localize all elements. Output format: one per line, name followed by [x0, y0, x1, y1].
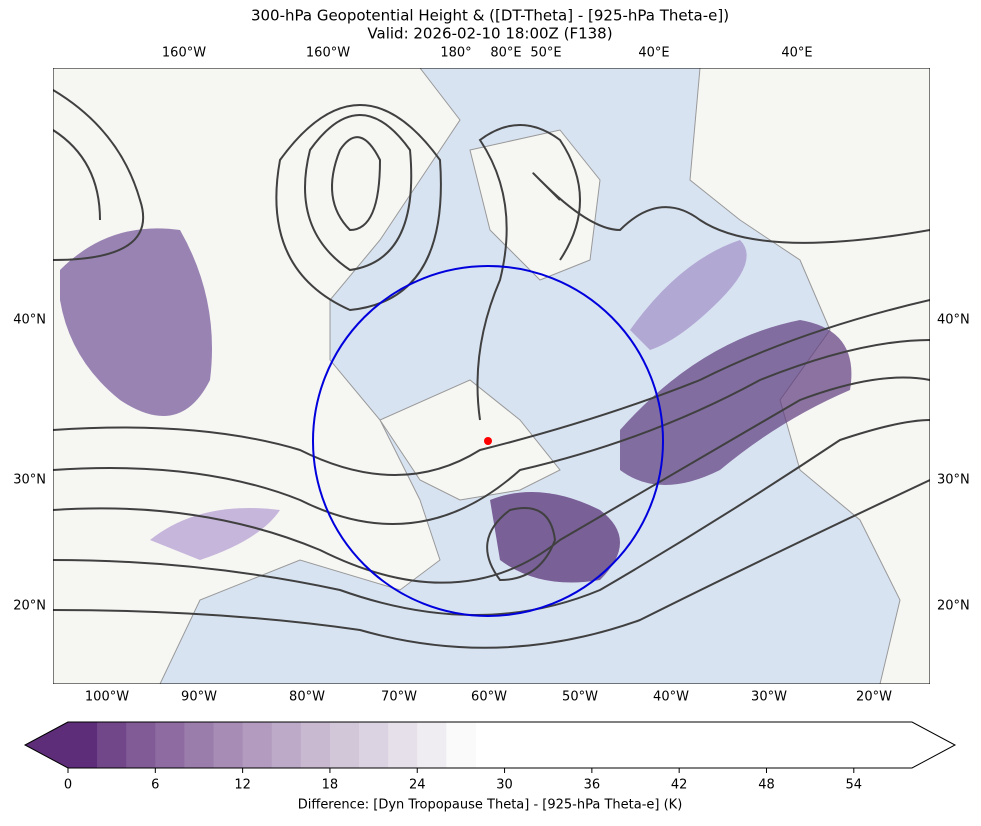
- bottom-lon-label: 40°W: [653, 690, 689, 705]
- colorbar-outline: [23, 721, 957, 769]
- colorbar-step: [329, 722, 360, 768]
- top-lon-label: 160°W: [162, 46, 206, 61]
- shading: [60, 228, 212, 416]
- colorbar-step: [271, 722, 302, 768]
- title: 300-hPa Geopotential Height & ([DT-Theta…: [251, 7, 729, 25]
- bottom-lon-label: 90°W: [181, 690, 217, 705]
- colorbar-extend-low: [25, 722, 68, 768]
- bottom-lon-label: 100°W: [85, 690, 129, 705]
- land: [53, 68, 461, 684]
- colorbar-tick-label: 48: [758, 778, 775, 793]
- left-lat-label: 40°N: [13, 313, 46, 328]
- left-lat-label: 30°N: [13, 473, 46, 488]
- bottom-lon-label: 80°W: [289, 690, 325, 705]
- colorbar-step: [300, 722, 331, 768]
- left-lat-label: 20°N: [13, 599, 46, 614]
- top-lon-label: 180°: [440, 46, 471, 61]
- top-lon-label: 80°E: [490, 46, 521, 61]
- colorbar-tick-label: 18: [322, 778, 339, 793]
- colorbar-step: [213, 722, 244, 768]
- shading: [150, 508, 280, 560]
- top-lon-label: 40°E: [781, 46, 812, 61]
- center-point: [484, 437, 492, 445]
- colorbar-tick-label: 42: [671, 778, 688, 793]
- radius-circle: [312, 265, 664, 617]
- colorbar-tick-label: 24: [409, 778, 426, 793]
- colorbar-tick-label: 0: [64, 778, 72, 793]
- right-lat-label: 30°N: [937, 473, 970, 488]
- bottom-lon-label: 50°W: [562, 690, 598, 705]
- colorbar-step: [388, 722, 418, 768]
- shading: [630, 240, 747, 350]
- colorbar-tick-label: 12: [234, 778, 251, 793]
- colorbar-step: [359, 722, 389, 768]
- colorbar-step: [184, 722, 215, 768]
- map: [53, 68, 930, 684]
- colorbar-step: [97, 722, 127, 768]
- land: [469, 129, 601, 281]
- right-lat-label: 20°N: [937, 599, 970, 614]
- height-contours: [53, 89, 930, 649]
- colorbar-tick-label: 36: [584, 778, 601, 793]
- right-lat-label: 40°N: [937, 313, 970, 328]
- colorbar-step: [155, 722, 185, 768]
- top-lon-label: 50°E: [530, 46, 561, 61]
- shading: [620, 320, 852, 485]
- bottom-lon-label: 60°W: [471, 690, 507, 705]
- bottom-lon-label: 20°W: [856, 690, 892, 705]
- colorbar-tick-label: 54: [846, 778, 863, 793]
- bottom-lon-label: 70°W: [381, 690, 417, 705]
- colorbar-tick-label: 6: [151, 778, 159, 793]
- colorbar-step: [446, 722, 476, 768]
- colorbar-step: [417, 722, 447, 768]
- colorbar-step: [126, 722, 156, 768]
- top-lon-label: 40°E: [638, 46, 669, 61]
- colorbar-step: [242, 722, 273, 768]
- top-lon-label: 160°W: [306, 46, 350, 61]
- bottom-lon-label: 30°W: [751, 690, 787, 705]
- colorbar-step: [68, 722, 98, 768]
- colorbar-label: Difference: [Dyn Tropopause Theta] - [92…: [298, 798, 683, 813]
- colorbar: 0 6 12 18 24 30 36 42 48 54: [23, 721, 957, 793]
- colorbar-tick-label: 30: [496, 778, 513, 793]
- subtitle: Valid: 2026-02-10 18:00Z (F138): [367, 25, 612, 43]
